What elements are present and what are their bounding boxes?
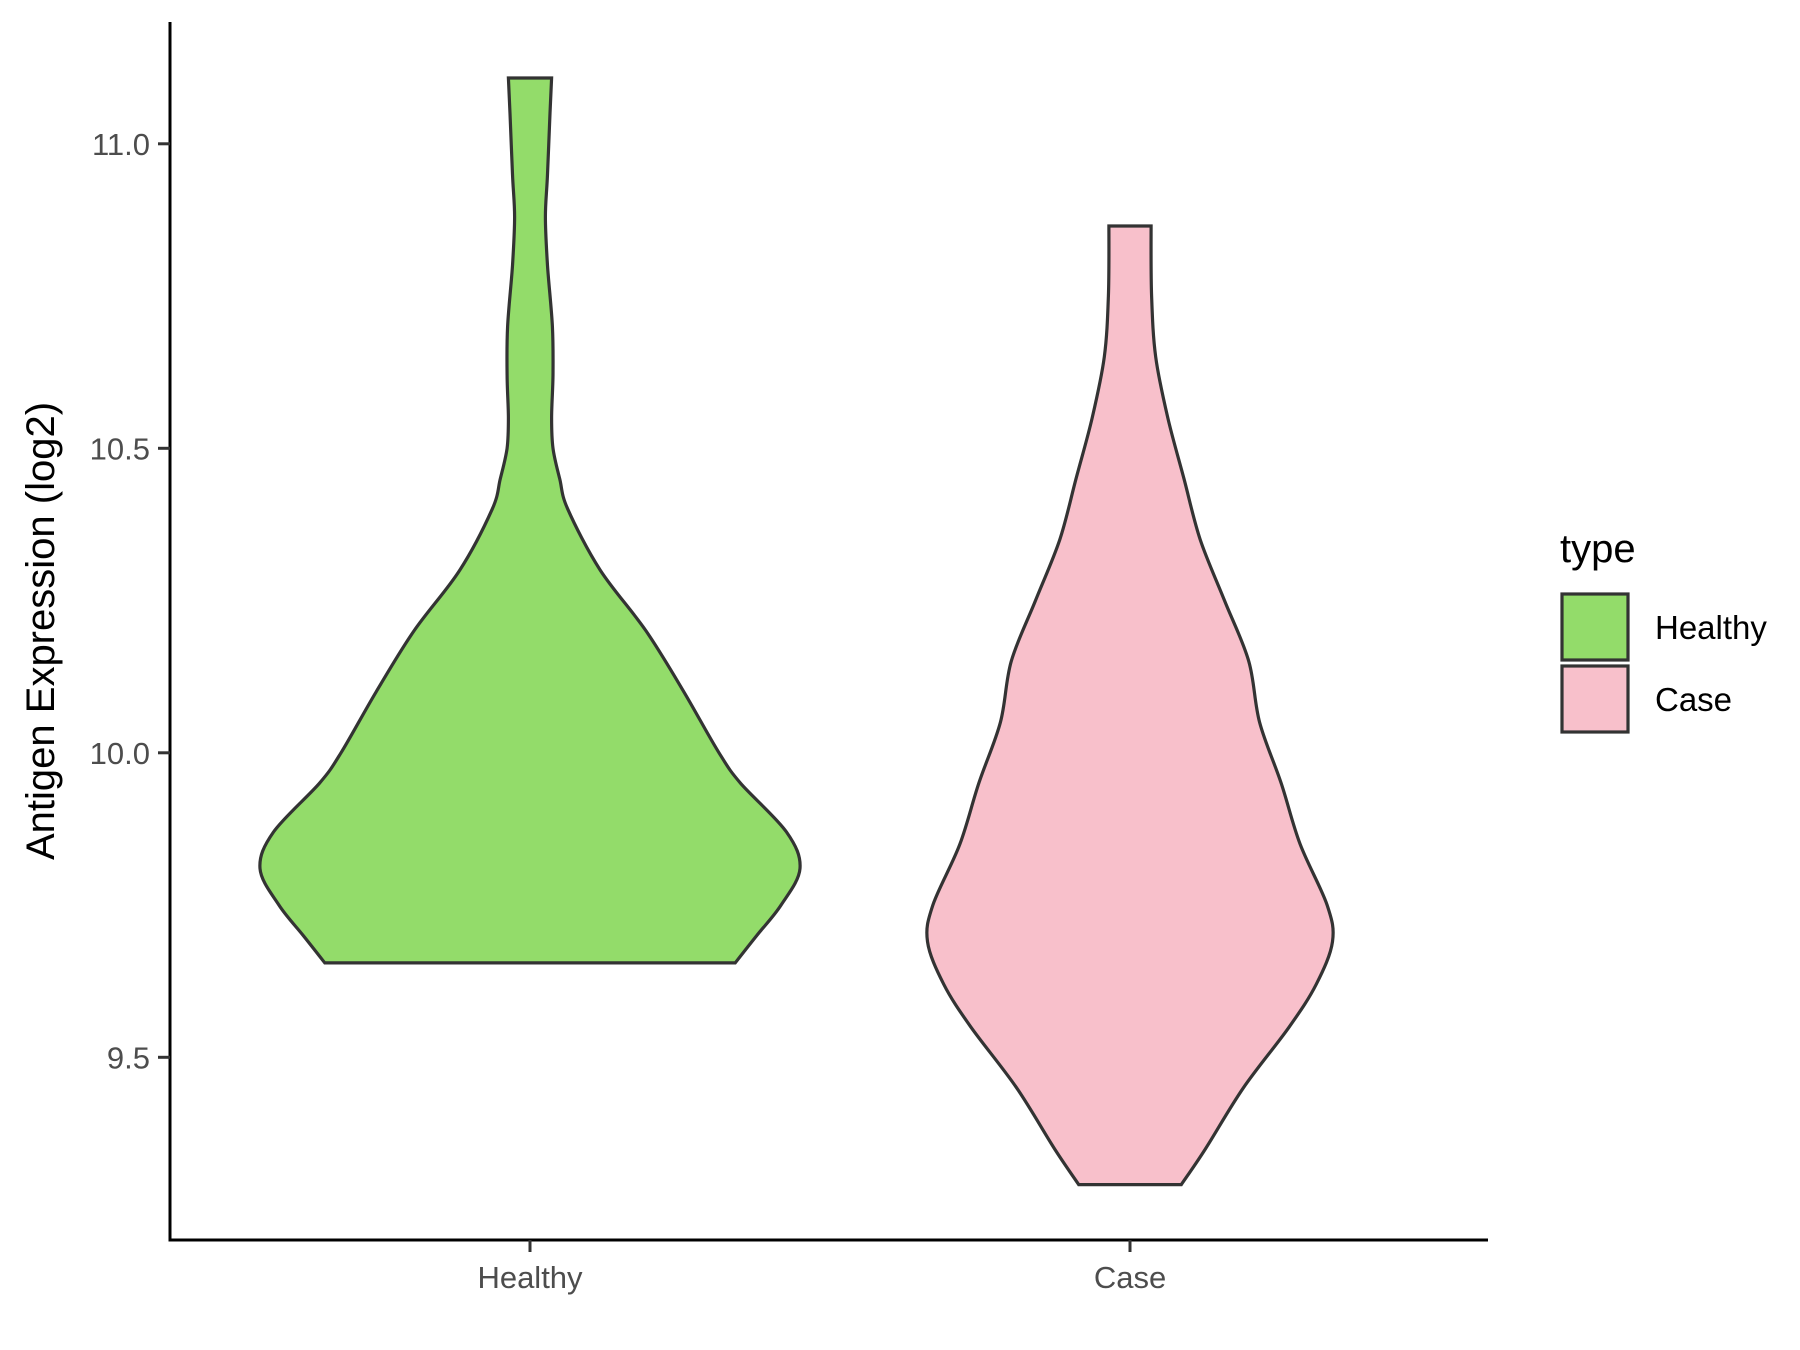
y-axis-title: Antigen Expression (log2) — [19, 402, 63, 860]
x-tick-label-case: Case — [1094, 1260, 1166, 1295]
legend-title: type — [1560, 527, 1636, 571]
violin-layer — [258, 76, 1335, 1187]
y-tick-label: 10.0 — [90, 736, 150, 771]
legend-label-healthy: Healthy — [1655, 609, 1767, 646]
x-axis-ticks: Healthy Case — [477, 1240, 1166, 1295]
legend-swatch-case — [1560, 664, 1630, 734]
violin-case — [925, 224, 1335, 1187]
x-tick-label-healthy: Healthy — [477, 1260, 583, 1295]
y-tick-label: 11.0 — [92, 127, 150, 162]
y-axis-ticks: 9.5 10.0 10.5 11.0 — [90, 127, 170, 1075]
legend-swatch-healthy — [1560, 592, 1630, 662]
violin-healthy — [258, 76, 802, 965]
y-tick-label: 9.5 — [107, 1040, 150, 1075]
legend: type Healthy Case — [1560, 527, 1767, 734]
y-tick-label: 10.5 — [90, 431, 150, 466]
legend-label-case: Case — [1655, 681, 1732, 718]
